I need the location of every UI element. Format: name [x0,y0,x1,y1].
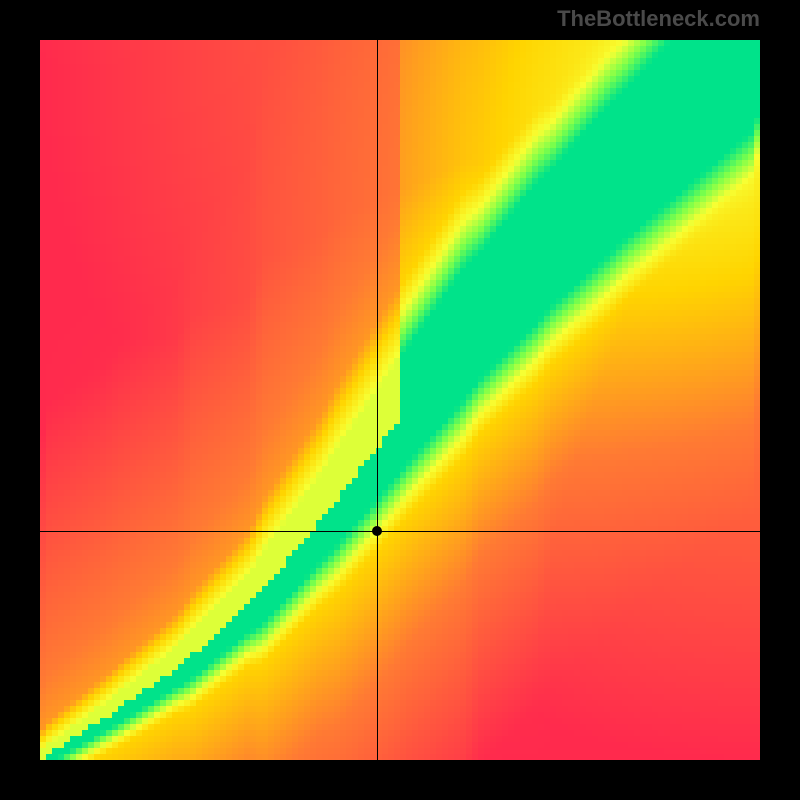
selection-marker [372,526,382,536]
bottleneck-heatmap [40,40,760,760]
heatmap-canvas [40,40,760,760]
crosshair-vertical [377,40,378,760]
crosshair-horizontal [40,531,760,532]
watermark-text: TheBottleneck.com [557,6,760,32]
